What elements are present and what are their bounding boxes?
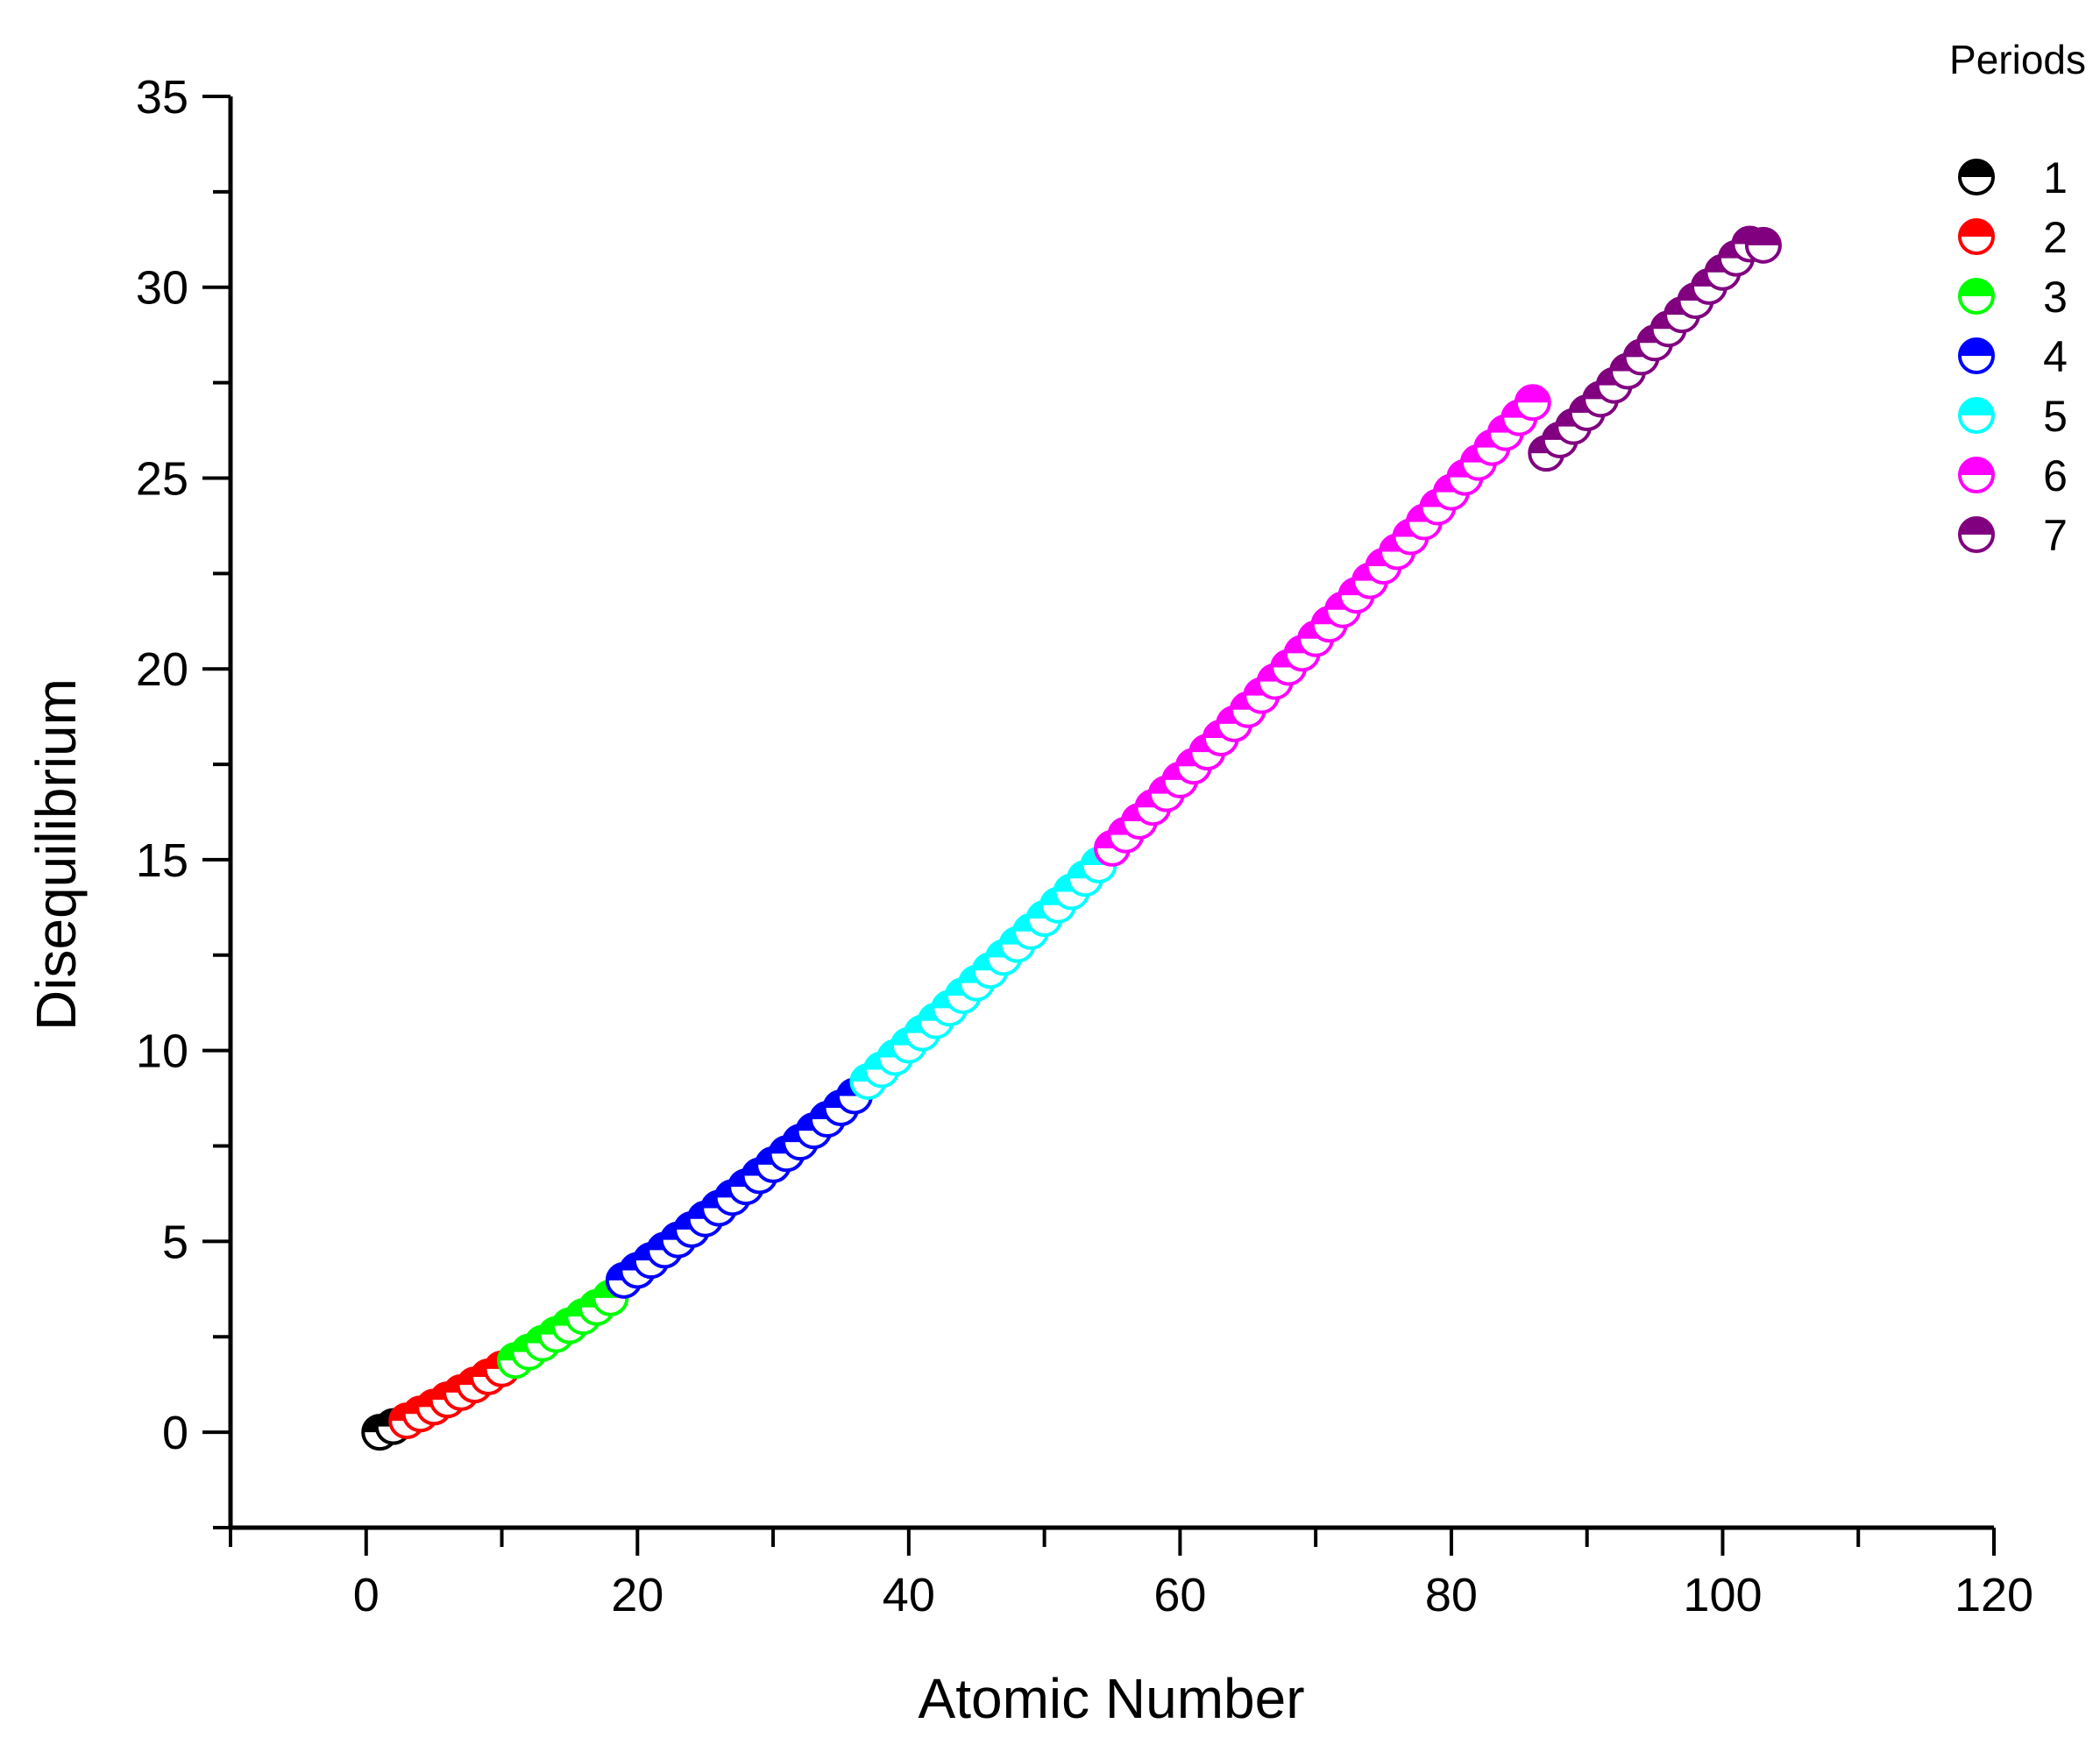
- y-tick-label: 30: [136, 262, 188, 315]
- legend-item: 1: [1958, 153, 2068, 202]
- x-tick-label: 60: [1153, 1569, 1206, 1621]
- legend: Periods 1 2 3 4 5 6 7: [1949, 37, 2086, 560]
- legend-label: 1: [2043, 153, 2068, 202]
- legend-item: 5: [1958, 392, 2068, 441]
- legend-label: 6: [2043, 451, 2068, 500]
- y-axis-title: Disequilibrium: [25, 678, 88, 1031]
- legend-marker: [1958, 218, 1995, 255]
- y-tick-label: 15: [136, 834, 188, 887]
- y-tick-label: 5: [162, 1216, 188, 1268]
- legend-label: 3: [2043, 273, 2068, 322]
- legend-item: 3: [1958, 273, 2068, 322]
- y-tick-label: 25: [136, 452, 188, 505]
- axes: [228, 96, 1994, 1530]
- y-tick-label: 0: [162, 1407, 188, 1459]
- legend-label: 4: [2043, 332, 2068, 381]
- legend-item: 6: [1958, 451, 2068, 500]
- legend-marker: [1958, 159, 1995, 195]
- data-point: [1744, 226, 1782, 264]
- legend-label: 2: [2043, 213, 2068, 262]
- x-tick-label: 40: [883, 1569, 935, 1621]
- y-tick-label: 10: [136, 1025, 188, 1078]
- legend-marker: [1958, 397, 1995, 434]
- legend-marker: [1958, 337, 1995, 374]
- x-axis-title: Atomic Number: [919, 1667, 1305, 1730]
- tick-labels: 0 20 40 60 80 100 120 0 5 10 15 20 25 30 35: [136, 71, 2033, 1621]
- y-tick-label: 35: [136, 71, 188, 124]
- x-tick-label: 120: [1955, 1569, 2033, 1621]
- x-tick-label: 20: [611, 1569, 663, 1621]
- tick-marks: [202, 95, 1996, 1556]
- legend-item: 4: [1958, 332, 2068, 381]
- legend-item: 2: [1958, 213, 2068, 262]
- legend-marker: [1958, 278, 1995, 315]
- legend-label: 7: [2043, 511, 2068, 560]
- legend-marker: [1958, 457, 1995, 493]
- legend-title: Periods: [1949, 37, 2086, 82]
- legend-label: 5: [2043, 392, 2068, 441]
- legend-marker: [1958, 516, 1995, 553]
- data-points: [361, 225, 1782, 1451]
- legend-items: 1 2 3 4 5 6 7: [1958, 153, 2068, 560]
- x-tick-label: 100: [1683, 1569, 1762, 1621]
- y-tick-label: 20: [136, 643, 188, 696]
- x-tick-label: 80: [1425, 1569, 1478, 1621]
- legend-item: 7: [1958, 511, 2068, 560]
- x-tick-label: 0: [353, 1569, 380, 1621]
- data-point: [1514, 384, 1551, 422]
